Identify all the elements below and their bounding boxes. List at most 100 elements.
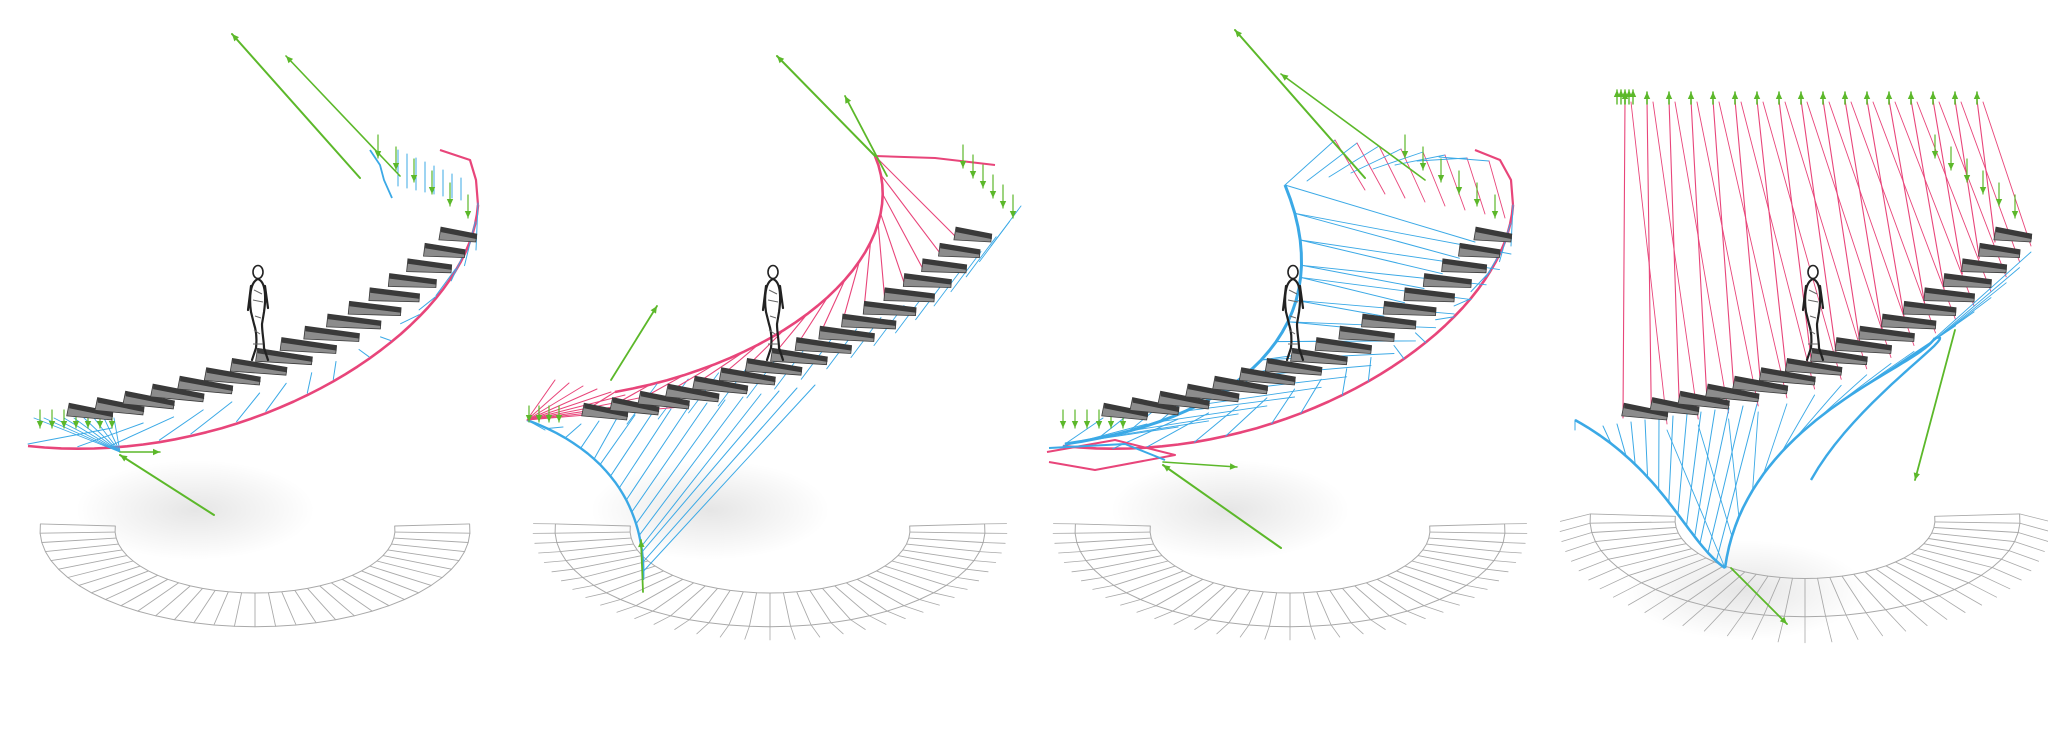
projection-segment — [809, 589, 832, 624]
projection-spike — [1439, 599, 1460, 606]
tread-side — [1316, 337, 1372, 351]
vertical-hanger — [1696, 101, 1759, 407]
load-arrow — [1621, 89, 1629, 105]
projection-segment — [382, 555, 452, 570]
stair-tread — [953, 226, 993, 243]
projection-segment — [728, 591, 744, 626]
load-arrow — [2011, 194, 2019, 219]
hanger — [77, 422, 144, 448]
projection-spike — [551, 568, 574, 573]
base-fan-strut — [1694, 409, 1716, 538]
strut — [1930, 267, 2020, 344]
base-fan-strut — [641, 390, 780, 553]
figure-head — [767, 264, 779, 280]
tread-side — [772, 348, 828, 362]
projection-segment — [1589, 513, 1676, 517]
tread-side — [97, 397, 145, 413]
load-arrow — [1753, 91, 1761, 105]
projection-spike — [1423, 605, 1444, 613]
tread-side — [281, 337, 337, 351]
load-arrow — [1455, 170, 1463, 195]
projection-segment — [1376, 578, 1425, 607]
stair-tread — [1458, 242, 1501, 259]
stair-tread — [122, 390, 175, 410]
projection-segment — [90, 570, 149, 594]
cross-brace — [1271, 388, 1296, 425]
projection-spike — [1136, 605, 1157, 613]
load-arrow — [1931, 134, 1939, 159]
projection-spike — [2017, 532, 2048, 542]
tread-side — [1787, 358, 1842, 373]
hanger — [265, 382, 287, 412]
stair-tread — [438, 226, 478, 243]
load-arrow — [464, 194, 472, 219]
projection-spike — [868, 615, 887, 625]
cross-brace — [1193, 405, 1239, 443]
reaction-force-arrow — [119, 448, 161, 456]
stair-tread — [1705, 383, 1760, 403]
figure-head — [1287, 264, 1299, 280]
strut — [1829, 363, 1892, 410]
stair-tread — [368, 287, 421, 303]
load-arrow — [392, 146, 400, 171]
human-figure — [1281, 264, 1305, 362]
base-fan-strut — [1699, 407, 1730, 544]
figure-shading — [252, 289, 264, 345]
projection-spike — [966, 568, 989, 573]
force-arrows — [525, 55, 1017, 593]
load-arrow — [446, 182, 454, 207]
strut — [990, 205, 1022, 247]
projection-segment — [688, 587, 718, 621]
load-arrow — [1009, 194, 1017, 219]
projection-spike — [1703, 609, 1725, 632]
vertical-hanger — [1800, 99, 1837, 354]
projection-segment — [361, 570, 420, 594]
load-arrow — [1491, 194, 1499, 219]
projection-spike — [2001, 558, 2032, 572]
vertical-hanger — [1652, 101, 1699, 420]
projection-spike — [1453, 592, 1475, 598]
load-arrow — [555, 405, 563, 423]
projection-spike — [1216, 622, 1230, 635]
tread-side — [1962, 258, 2007, 270]
hanger — [158, 409, 204, 441]
cross-brace — [1295, 299, 1385, 317]
projection-segment — [351, 574, 405, 600]
cross-brace — [1367, 357, 1372, 382]
projection-spike — [1054, 542, 1078, 544]
projection-segment — [1102, 560, 1169, 578]
base-fan-strut — [564, 423, 582, 439]
tread-side — [1340, 326, 1395, 339]
stair-tread — [1902, 300, 1957, 317]
cross-brace — [1393, 345, 1405, 360]
stair-tread — [637, 390, 690, 410]
upper-brace — [1284, 139, 1336, 186]
projection-spike — [1406, 610, 1426, 619]
diagonal-brace — [1064, 426, 1179, 445]
projection-spike — [956, 577, 980, 582]
projection-spike — [1991, 567, 2022, 581]
vertical-hanger — [1982, 101, 2032, 247]
projection-segment — [391, 543, 466, 553]
tread-side — [1652, 397, 1700, 413]
tension-rail-upper — [1474, 148, 1515, 206]
base-fan-strut — [73, 417, 121, 453]
projection-segment — [856, 578, 905, 607]
projection-segment — [1417, 555, 1487, 570]
load-arrow — [374, 134, 382, 159]
load-arrow — [1979, 170, 1987, 195]
cross-brace — [1299, 239, 1443, 275]
stair-tread — [203, 367, 261, 386]
load-arrow — [1687, 91, 1695, 105]
projection-segment — [1404, 565, 1467, 586]
projection-segment — [1228, 589, 1251, 624]
tread-side — [232, 358, 287, 373]
floor-projection — [1559, 513, 2048, 644]
figure-body — [246, 277, 270, 362]
vertical-hanger — [1866, 99, 1905, 317]
stair-tread — [718, 367, 776, 386]
tread-side — [407, 258, 452, 270]
projection-segment — [41, 537, 117, 543]
projection-segment — [908, 537, 984, 543]
stair-tread — [303, 325, 360, 342]
